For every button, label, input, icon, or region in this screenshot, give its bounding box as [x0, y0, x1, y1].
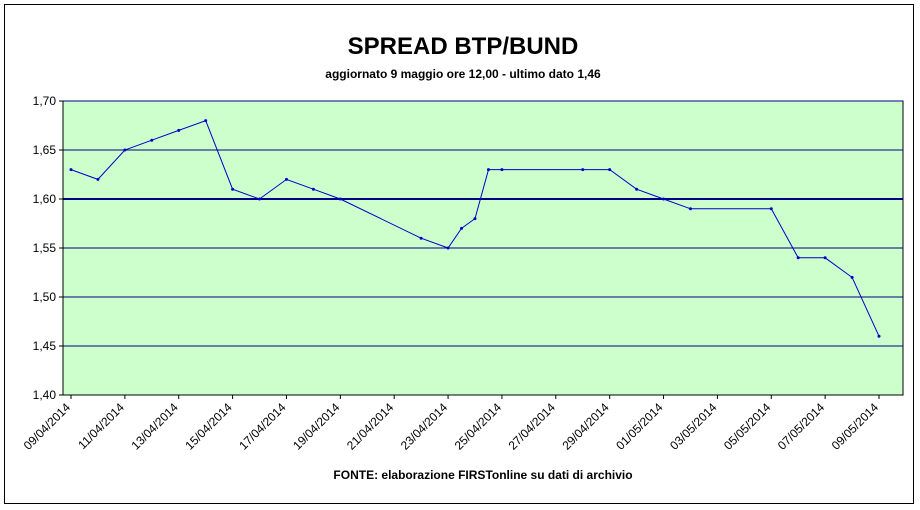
data-point [500, 168, 504, 172]
x-tick-label: 17/04/2014 [236, 400, 289, 453]
data-point [123, 148, 127, 152]
x-tick-label: 21/04/2014 [344, 400, 397, 453]
y-tick-label: 1,50 [33, 290, 57, 304]
x-tick-label: 13/04/2014 [128, 400, 181, 453]
chart-subtitle: aggiornato 9 maggio ore 12,00 - ultimo d… [325, 67, 601, 81]
x-tick-label: 05/05/2014 [721, 400, 774, 453]
x-tick-label: 07/05/2014 [775, 400, 828, 453]
y-tick-label: 1,60 [33, 192, 57, 206]
data-point [204, 119, 208, 123]
y-axis-ticks: 1,40 1,45 1,50 1,55 1,60 1,65 1,70 [33, 94, 63, 402]
data-point [446, 246, 450, 250]
x-tick-label: 09/04/2014 [21, 400, 74, 453]
data-point [769, 207, 773, 211]
x-tick-label: 23/04/2014 [398, 400, 451, 453]
x-tick-label: 29/04/2014 [559, 400, 612, 453]
x-tick-label: 15/04/2014 [182, 400, 235, 453]
data-point [311, 187, 315, 191]
data-point [177, 128, 181, 132]
y-tick-label: 1,45 [33, 339, 57, 353]
data-point [581, 168, 585, 172]
chart-title: SPREAD BTP/BUND [348, 33, 579, 60]
data-point [877, 334, 881, 338]
data-point [231, 187, 235, 191]
data-point [338, 197, 342, 201]
x-tick-label: 19/04/2014 [290, 400, 343, 453]
gridlines [63, 100, 903, 347]
data-point [823, 256, 827, 260]
x-tick-label: 09/05/2014 [829, 400, 882, 453]
x-tick-label: 01/05/2014 [613, 400, 666, 453]
x-axis-ticks: 09/04/2014 11/04/2014 13/04/2014 15/04/2014… [21, 395, 882, 453]
data-point [460, 226, 464, 230]
data-point [284, 177, 288, 181]
y-tick-label: 1,55 [33, 241, 57, 255]
data-point [688, 207, 692, 211]
y-tick-label: 1,70 [33, 94, 57, 108]
data-point [258, 197, 262, 201]
source-note: FONTE: elaborazione FIRSTonline su dati … [333, 468, 632, 482]
y-tick-label: 1,65 [33, 143, 57, 157]
y-tick-label: 1,40 [33, 388, 57, 402]
data-point [796, 256, 800, 260]
data-point [635, 187, 639, 191]
data-point [473, 217, 477, 221]
data-point [662, 197, 666, 201]
data-point [150, 138, 154, 142]
data-point [608, 168, 612, 172]
x-tick-label: 11/04/2014 [75, 400, 127, 452]
data-point [419, 236, 423, 240]
x-tick-label: 25/04/2014 [452, 400, 505, 453]
x-tick-label: 27/04/2014 [506, 400, 559, 453]
series-layer [69, 119, 881, 338]
data-point [850, 275, 854, 279]
x-tick-label: 03/05/2014 [667, 400, 720, 453]
data-point [96, 177, 100, 181]
data-point [69, 168, 73, 172]
data-point [486, 168, 490, 172]
